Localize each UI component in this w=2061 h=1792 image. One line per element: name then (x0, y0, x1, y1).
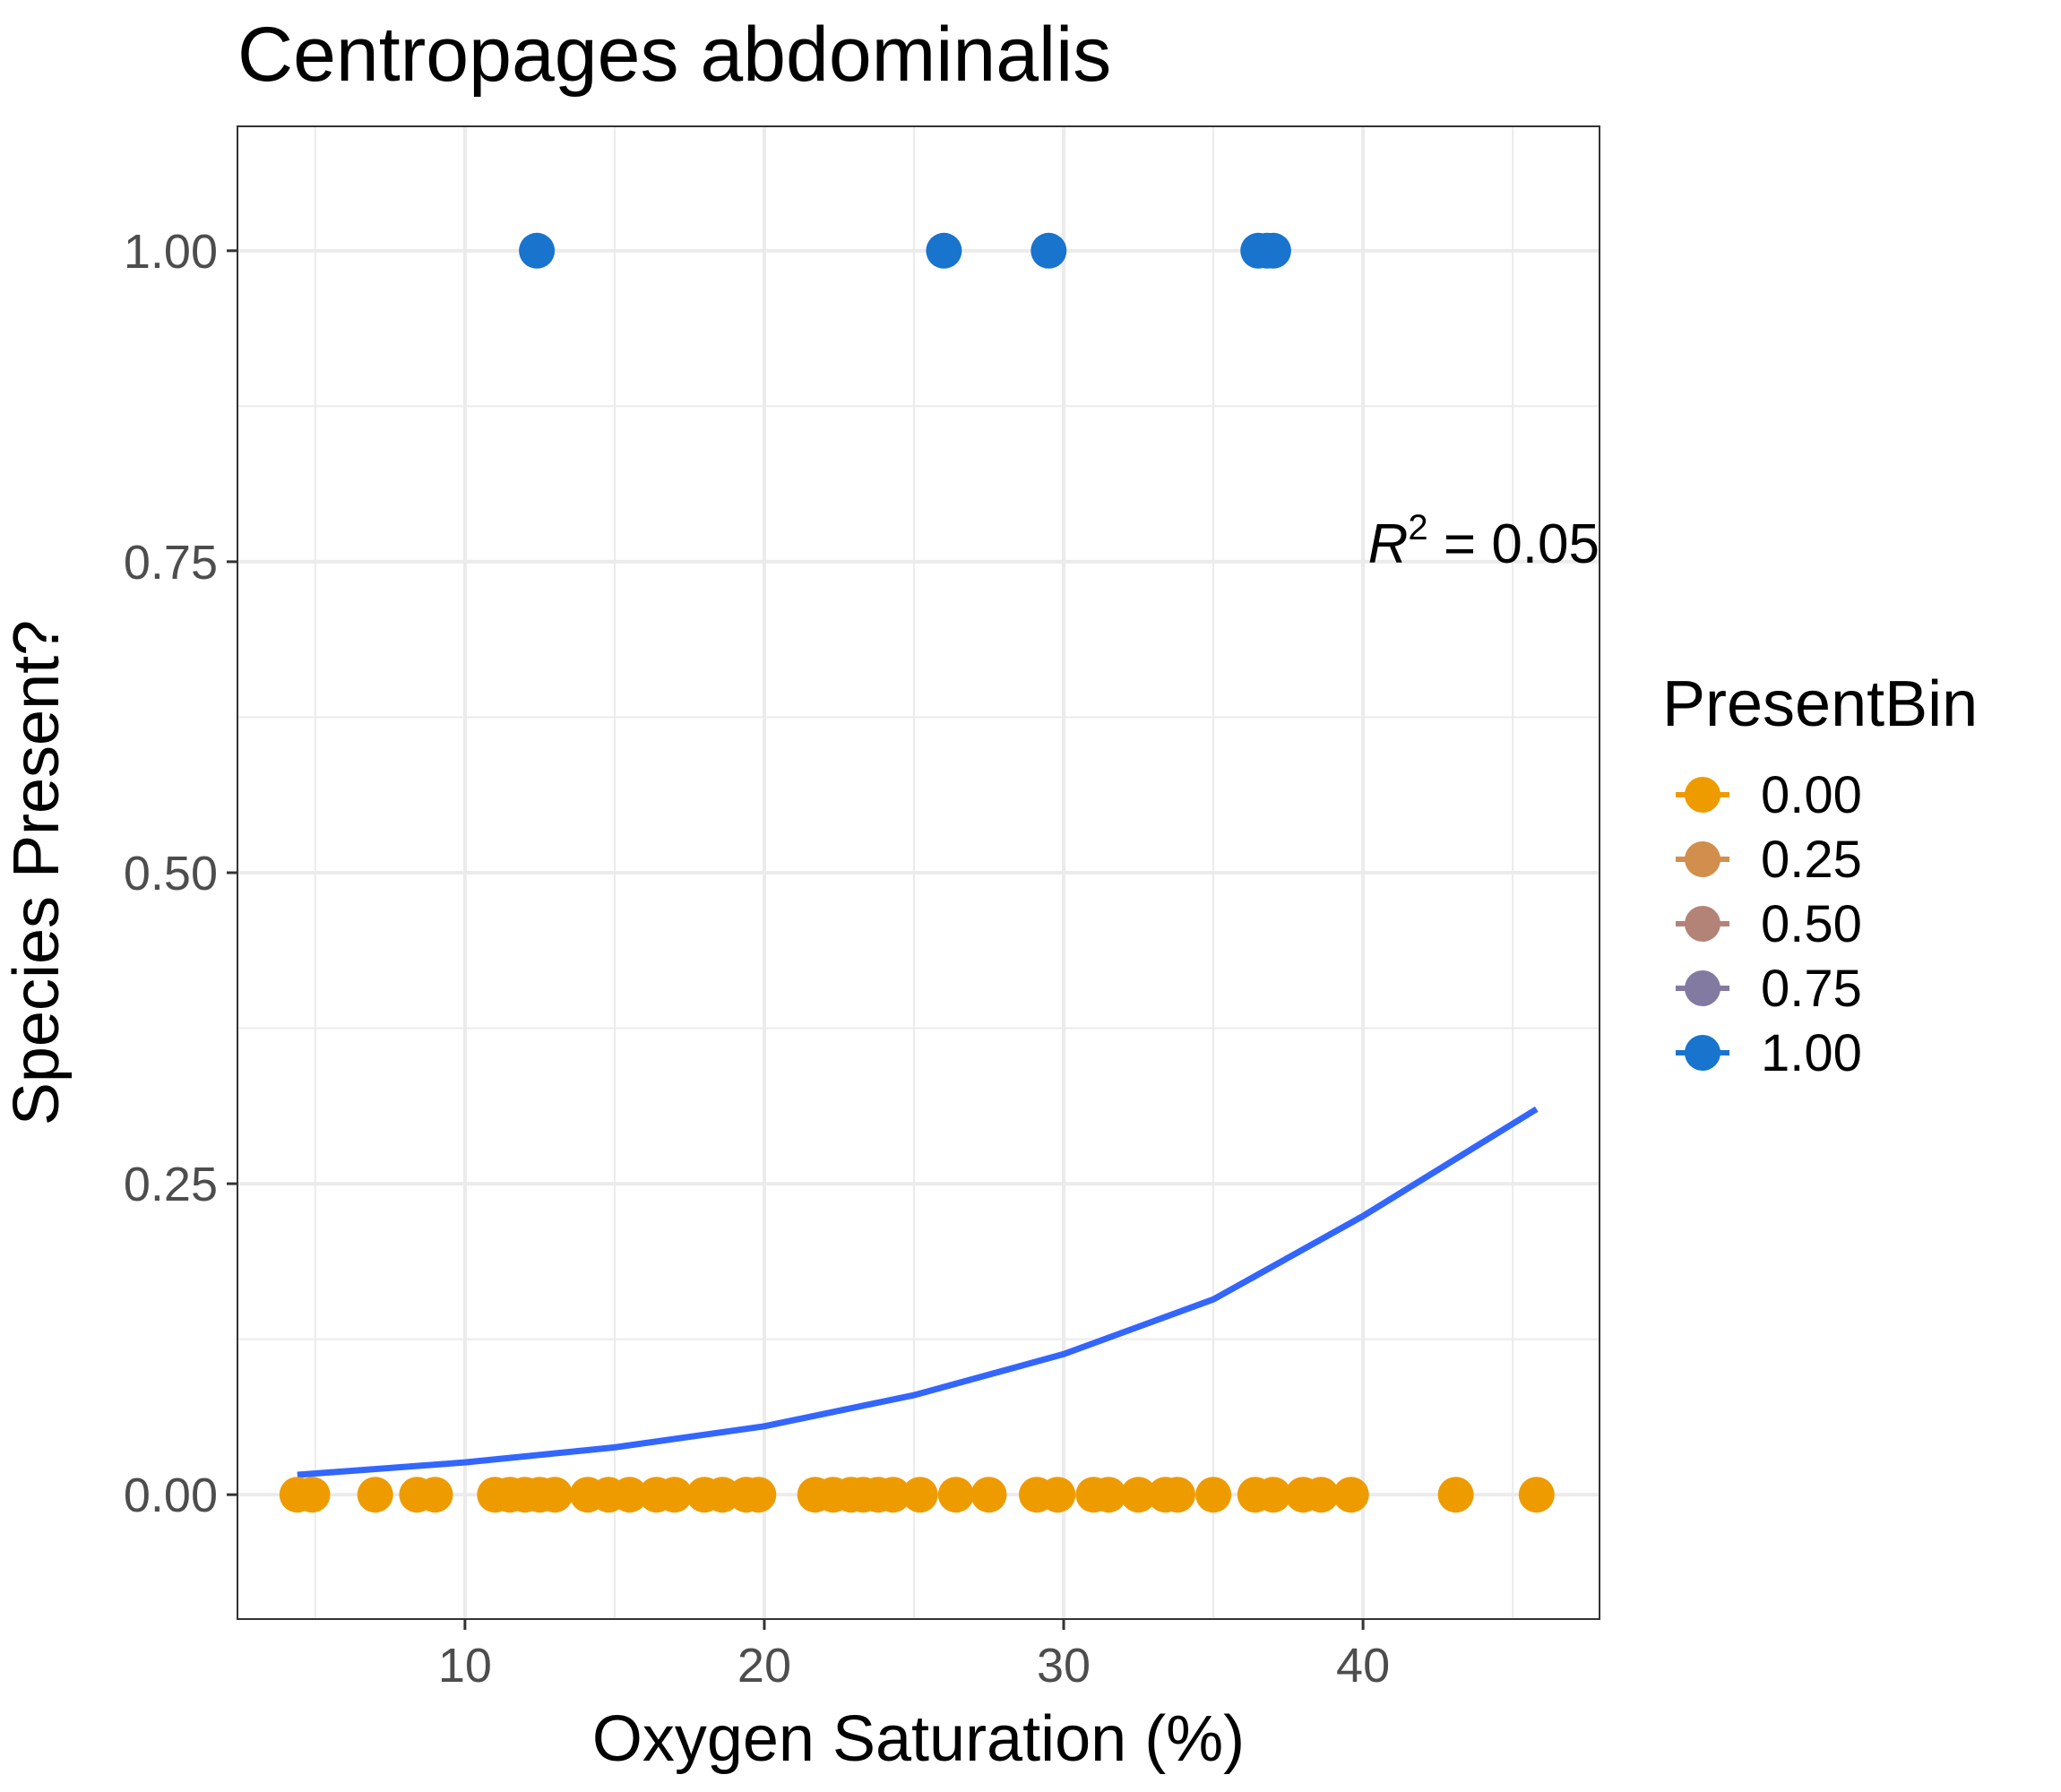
y-tick-label: 1.00 (124, 225, 218, 279)
data-point (1039, 1477, 1076, 1513)
data-point (1255, 1477, 1291, 1513)
data-point (1120, 1477, 1157, 1513)
data-point (1030, 232, 1067, 269)
r-squared-exponent: 2 (1408, 508, 1427, 547)
y-tick-label: 0.00 (124, 1469, 218, 1522)
legend-entry: 1.00 (1676, 1024, 1862, 1082)
data-point (1437, 1477, 1474, 1513)
legend-label: 0.00 (1761, 766, 1862, 824)
legend-label: 0.25 (1761, 831, 1862, 889)
legend-entry: 0.50 (1676, 895, 1862, 953)
data-point (417, 1477, 453, 1513)
data-point (875, 1477, 911, 1513)
points-layer (279, 232, 1555, 1513)
data-point (970, 1477, 1007, 1513)
data-point (1091, 1477, 1127, 1513)
y-tick-label: 0.75 (124, 536, 218, 590)
r-squared-value: = 0.05 (1428, 513, 1600, 575)
data-point (937, 1477, 974, 1513)
data-point (357, 1477, 393, 1513)
legend: PresentBin 0.00 0.25 0.50 0.75 1.00 (1662, 668, 1978, 1082)
x-tick-label: 40 (1336, 1639, 1390, 1693)
y-axis: 0.00 0.25 0.50 0.75 1.00 (124, 225, 237, 1522)
data-point (740, 1477, 777, 1513)
x-tick-label: 10 (438, 1639, 492, 1693)
legend-title: PresentBin (1662, 668, 1978, 740)
data-point (926, 232, 962, 269)
legend-label: 0.50 (1761, 895, 1862, 953)
legend-entry: 0.00 (1676, 766, 1862, 824)
y-tick-label: 0.50 (124, 847, 218, 900)
data-point (611, 1477, 648, 1513)
legend-label: 1.00 (1761, 1024, 1862, 1082)
chart-title: Centropages abdominalis (237, 12, 1111, 98)
legend-key-dot (1685, 970, 1720, 1006)
data-point (294, 1477, 331, 1513)
legend-key-dot (1685, 777, 1720, 813)
legend-label: 0.75 (1761, 960, 1862, 1018)
data-point (1255, 232, 1291, 269)
r-squared-annotation: R2 = 0.05 (1368, 508, 1600, 575)
data-point (656, 1477, 693, 1513)
y-tick-label: 0.25 (124, 1158, 218, 1211)
x-tick-label: 20 (737, 1639, 791, 1693)
data-point (1332, 1477, 1369, 1513)
legend-entry: 0.75 (1676, 960, 1862, 1018)
data-point (1303, 1477, 1340, 1513)
legend-key-dot (1685, 906, 1720, 942)
fit-line-layer (297, 1106, 1539, 1478)
legend-entry: 0.25 (1676, 831, 1862, 889)
data-point (1160, 1477, 1195, 1513)
y-axis-title: Species Present? (1, 620, 73, 1125)
x-axis-title: Oxygen Saturation (%) (592, 1703, 1245, 1775)
legend-key-dot (1685, 1035, 1720, 1071)
data-point (519, 232, 556, 269)
data-point (1518, 1477, 1555, 1513)
data-point (901, 1477, 938, 1513)
legend-key-dot (1685, 841, 1720, 877)
r-squared-symbol: R (1368, 513, 1409, 575)
data-point (1195, 1477, 1232, 1513)
x-tick-label: 30 (1037, 1639, 1091, 1693)
x-axis: 10 20 30 40 (438, 1619, 1390, 1693)
legend-entries: 0.00 0.25 0.50 0.75 1.00 (1676, 766, 1862, 1082)
fit-line (297, 1106, 1539, 1478)
data-point (537, 1477, 573, 1513)
